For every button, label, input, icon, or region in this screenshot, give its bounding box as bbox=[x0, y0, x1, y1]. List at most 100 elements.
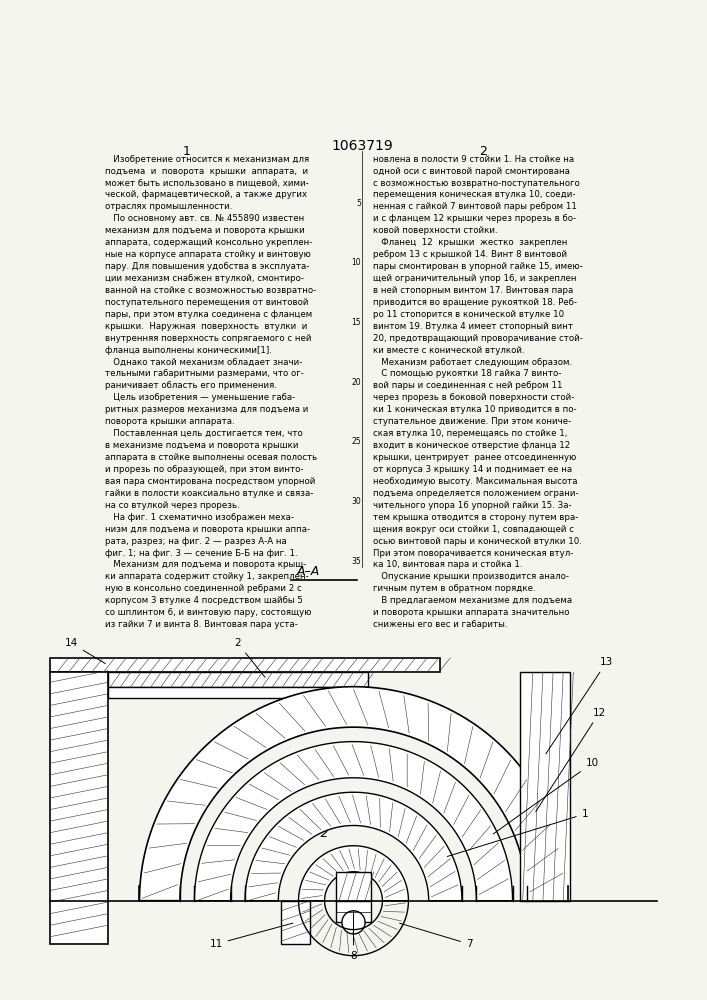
Text: внутренняя поверхность сопрягаемого с ней: внутренняя поверхность сопрягаемого с не… bbox=[105, 334, 311, 343]
Text: щей ограничительный упор 16, и закреплен: щей ограничительный упор 16, и закреплен bbox=[373, 274, 577, 283]
Text: 30: 30 bbox=[351, 497, 361, 506]
Text: низм для подъема и поворота крышки аппа-: низм для подъема и поворота крышки аппа- bbox=[105, 525, 310, 534]
Text: Опускание крышки производится анало-: Опускание крышки производится анало- bbox=[373, 572, 569, 581]
Text: и поворота крышки аппарата значительно: и поворота крышки аппарата значительно bbox=[373, 608, 570, 617]
Text: 10: 10 bbox=[493, 758, 599, 834]
Text: со шплинтом 6, и винтовую пару, состоящую: со шплинтом 6, и винтовую пару, состоящу… bbox=[105, 608, 311, 617]
Text: гайки в полости коаксиально втулке и связа-: гайки в полости коаксиально втулке и свя… bbox=[105, 489, 313, 498]
Text: 15: 15 bbox=[351, 318, 361, 327]
Text: 12: 12 bbox=[536, 708, 606, 812]
Text: на со втулкой через прорезь.: на со втулкой через прорезь. bbox=[105, 501, 240, 510]
Text: поворота крышки аппарата.: поворота крышки аппарата. bbox=[105, 417, 235, 426]
Text: 11: 11 bbox=[209, 923, 293, 949]
Text: снижены его вес и габариты.: снижены его вес и габариты. bbox=[373, 620, 508, 629]
Text: подъема  и  поворота  крышки  аппарата,  и: подъема и поворота крышки аппарата, и bbox=[105, 167, 308, 176]
Text: гичным путем в обратном порядке.: гичным путем в обратном порядке. bbox=[373, 584, 536, 593]
Text: 1: 1 bbox=[448, 809, 588, 856]
Text: 35: 35 bbox=[351, 557, 361, 566]
Polygon shape bbox=[336, 872, 371, 901]
Text: ненная с гайкой 7 винтовой пары ребром 11: ненная с гайкой 7 винтовой пары ребром 1… bbox=[373, 202, 577, 211]
Polygon shape bbox=[107, 687, 361, 698]
Polygon shape bbox=[139, 687, 568, 901]
Polygon shape bbox=[336, 901, 371, 922]
Text: На фиг. 1 схематично изображен меха-: На фиг. 1 схематично изображен меха- bbox=[105, 513, 294, 522]
Text: ская втулка 10, перемещаясь по стойке 1,: ская втулка 10, перемещаясь по стойке 1, bbox=[373, 429, 568, 438]
Text: ции механизм снабжен втулкой, смонтиро-: ции механизм снабжен втулкой, смонтиро- bbox=[105, 274, 304, 283]
Text: Фиг. 2: Фиг. 2 bbox=[287, 827, 328, 840]
Text: пару. Для повышения удобства в эксплуата-: пару. Для повышения удобства в эксплуата… bbox=[105, 262, 309, 271]
Text: При этом поворачивается коническая втул-: При этом поворачивается коническая втул- bbox=[373, 549, 573, 558]
Polygon shape bbox=[49, 658, 440, 672]
Polygon shape bbox=[520, 672, 571, 901]
Text: может быть использовано в пищевой, хими-: может быть использовано в пищевой, хими- bbox=[105, 179, 308, 188]
Text: и с фланцем 12 крышки через прорезь в бо-: и с фланцем 12 крышки через прорезь в бо… bbox=[373, 214, 576, 223]
Text: ные на корпусе аппарата стойку и винтовую: ные на корпусе аппарата стойку и винтову… bbox=[105, 250, 310, 259]
Text: фланца выполнены коническими[1].: фланца выполнены коническими[1]. bbox=[105, 346, 271, 355]
Polygon shape bbox=[107, 672, 368, 687]
Text: осью винтовой пары и конической втулки 10.: осью винтовой пары и конической втулки 1… bbox=[373, 537, 582, 546]
Text: пары смонтирован в упорной гайке 15, имею-: пары смонтирован в упорной гайке 15, име… bbox=[373, 262, 583, 271]
Text: С помощью рукоятки 18 гайка 7 винто-: С помощью рукоятки 18 гайка 7 винто- bbox=[373, 369, 561, 378]
Text: A–A: A–A bbox=[297, 565, 320, 578]
Text: перемещения коническая втулка 10, соеди-: перемещения коническая втулка 10, соеди- bbox=[373, 190, 575, 199]
Circle shape bbox=[342, 911, 365, 934]
Text: отраслях промышленности.: отраслях промышленности. bbox=[105, 202, 232, 211]
Text: ступательное движение. При этом кониче-: ступательное движение. При этом кониче- bbox=[373, 417, 571, 426]
Text: Механизм для подъема и поворота крыш-: Механизм для подъема и поворота крыш- bbox=[105, 560, 306, 569]
Text: тем крышка отводится в сторону путем вра-: тем крышка отводится в сторону путем вра… bbox=[373, 513, 578, 522]
Text: ванной на стойке с возможностью возвратно-: ванной на стойке с возможностью возвратн… bbox=[105, 286, 316, 295]
Text: 8: 8 bbox=[350, 911, 357, 961]
Text: 1063719: 1063719 bbox=[332, 139, 393, 153]
Text: фиг. 1; на фиг. 3 — сечение Б-Б на фиг. 1.: фиг. 1; на фиг. 3 — сечение Б-Б на фиг. … bbox=[105, 549, 298, 558]
Text: ковой поверхности стойки.: ковой поверхности стойки. bbox=[373, 226, 498, 235]
Text: в механизме подъема и поворота крышки: в механизме подъема и поворота крышки bbox=[105, 441, 298, 450]
Text: В предлагаемом механизме для подъема: В предлагаемом механизме для подъема bbox=[373, 596, 573, 605]
Text: новлена в полости 9 стойки 1. На стойке на: новлена в полости 9 стойки 1. На стойке … bbox=[373, 155, 574, 164]
Text: механизм для подъема и поворота крышки: механизм для подъема и поворота крышки bbox=[105, 226, 305, 235]
Polygon shape bbox=[49, 672, 107, 944]
Text: Изобретение относится к механизмам для: Изобретение относится к механизмам для bbox=[105, 155, 309, 164]
Polygon shape bbox=[281, 901, 310, 944]
Text: ческой, фармацевтической, а также других: ческой, фармацевтической, а также других bbox=[105, 190, 307, 199]
Text: крышки, центрирует  ранее отсоединенную: крышки, центрирует ранее отсоединенную bbox=[373, 453, 577, 462]
Text: 25: 25 bbox=[351, 437, 361, 446]
Text: вая пара смонтирована посредством упорной: вая пара смонтирована посредством упорно… bbox=[105, 477, 315, 486]
Text: ки вместе с конической втулкой.: ки вместе с конической втулкой. bbox=[373, 346, 525, 355]
Text: корпусом 3 втулке 4 посредством шайбы 5: корпусом 3 втулке 4 посредством шайбы 5 bbox=[105, 596, 303, 605]
Text: Цель изобретения — уменьшение габа-: Цель изобретения — уменьшение габа- bbox=[105, 393, 295, 402]
Text: ки 1 коническая втулка 10 приводится в по-: ки 1 коническая втулка 10 приводится в п… bbox=[373, 405, 577, 414]
Text: раничивает область его применения.: раничивает область его применения. bbox=[105, 381, 276, 390]
Polygon shape bbox=[194, 742, 513, 901]
Text: 10: 10 bbox=[351, 258, 361, 267]
Text: Фланец  12  крышки  жестко  закреплен: Фланец 12 крышки жестко закреплен bbox=[373, 238, 568, 247]
Polygon shape bbox=[298, 846, 409, 901]
Text: ки аппарата содержит стойку 1, закреплен-: ки аппарата содержит стойку 1, закреплен… bbox=[105, 572, 308, 581]
Text: 2: 2 bbox=[235, 638, 265, 677]
Text: ка 10, винтовая пара и стойка 1.: ка 10, винтовая пара и стойка 1. bbox=[373, 560, 522, 569]
Text: рата, разрез; на фиг. 2 — разрез А-А на: рата, разрез; на фиг. 2 — разрез А-А на bbox=[105, 537, 286, 546]
Text: ро 11 стопорится в конической втулке 10: ро 11 стопорится в конической втулке 10 bbox=[373, 310, 564, 319]
Text: ную в консольно соединенной ребрами 2 с: ную в консольно соединенной ребрами 2 с bbox=[105, 584, 302, 593]
Text: в ней стопорным винтом 17. Винтовая пара: в ней стопорным винтом 17. Винтовая пара bbox=[373, 286, 573, 295]
Polygon shape bbox=[245, 792, 462, 901]
Text: ребром 13 с крышкой 14. Винт 8 винтовой: ребром 13 с крышкой 14. Винт 8 винтовой bbox=[373, 250, 568, 259]
Text: Поставленная цель достигается тем, что: Поставленная цель достигается тем, что bbox=[105, 429, 303, 438]
Text: 2: 2 bbox=[479, 145, 487, 158]
Text: через прорезь в боковой поверхности стой-: через прорезь в боковой поверхности стой… bbox=[373, 393, 575, 402]
Text: вой пары и соединенная с ней ребром 11: вой пары и соединенная с ней ребром 11 bbox=[373, 381, 563, 390]
Text: ритных размеров механизма для подъема и: ритных размеров механизма для подъема и bbox=[105, 405, 308, 414]
Text: одной оси с винтовой парой смонтирована: одной оси с винтовой парой смонтирована bbox=[373, 167, 570, 176]
Text: 14: 14 bbox=[65, 638, 105, 664]
Text: крышки.  Наружная  поверхность  втулки  и: крышки. Наружная поверхность втулки и bbox=[105, 322, 307, 331]
Text: 1: 1 bbox=[183, 145, 191, 158]
Text: от корпуса 3 крышку 14 и поднимает ее на: от корпуса 3 крышку 14 и поднимает ее на bbox=[373, 465, 573, 474]
Text: подъема определяется положением ограни-: подъема определяется положением ограни- bbox=[373, 489, 579, 498]
Text: Механизм работает следующим образом.: Механизм работает следующим образом. bbox=[373, 358, 573, 367]
Text: с возможностью возвратно-поступательного: с возможностью возвратно-поступательного bbox=[373, 179, 580, 188]
Text: Однако такой механизм обладает значи-: Однако такой механизм обладает значи- bbox=[105, 358, 302, 367]
Text: 20: 20 bbox=[351, 378, 361, 387]
Text: необходимую высоту. Максимальная высота: необходимую высоту. Максимальная высота bbox=[373, 477, 578, 486]
Text: 5: 5 bbox=[356, 199, 361, 208]
Text: пары, при этом втулка соединена с фланцем: пары, при этом втулка соединена с фланце… bbox=[105, 310, 312, 319]
Text: чительного упора 16 упорной гайки 15. За-: чительного упора 16 упорной гайки 15. За… bbox=[373, 501, 572, 510]
